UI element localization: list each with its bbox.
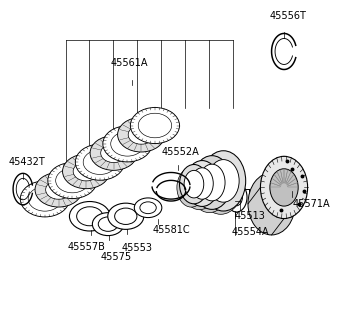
Text: 45553: 45553 <box>121 243 152 253</box>
Text: 45556T: 45556T <box>269 11 306 21</box>
Ellipse shape <box>140 202 156 214</box>
Ellipse shape <box>190 159 229 213</box>
Ellipse shape <box>248 173 295 235</box>
Text: 45513: 45513 <box>235 211 266 220</box>
Ellipse shape <box>45 180 71 199</box>
Text: 45552A: 45552A <box>161 147 199 157</box>
Ellipse shape <box>83 150 117 174</box>
Ellipse shape <box>198 154 243 214</box>
Ellipse shape <box>73 162 99 181</box>
Ellipse shape <box>77 207 103 226</box>
Ellipse shape <box>185 161 219 206</box>
Ellipse shape <box>183 164 216 210</box>
Ellipse shape <box>92 213 124 236</box>
Ellipse shape <box>208 160 239 202</box>
Ellipse shape <box>108 203 144 229</box>
Ellipse shape <box>138 113 172 138</box>
Ellipse shape <box>69 202 110 231</box>
Ellipse shape <box>111 132 144 156</box>
Ellipse shape <box>180 164 208 204</box>
Ellipse shape <box>115 208 137 224</box>
Ellipse shape <box>261 156 307 218</box>
Ellipse shape <box>177 168 206 207</box>
Ellipse shape <box>35 172 82 207</box>
Ellipse shape <box>192 156 232 209</box>
Ellipse shape <box>20 181 69 217</box>
Ellipse shape <box>56 168 89 193</box>
Ellipse shape <box>118 117 165 152</box>
Ellipse shape <box>201 151 246 211</box>
Ellipse shape <box>226 183 247 212</box>
Text: 45557B: 45557B <box>68 242 106 252</box>
Ellipse shape <box>191 168 213 199</box>
Text: 45575: 45575 <box>101 251 132 262</box>
Text: 45554A: 45554A <box>232 227 269 237</box>
Ellipse shape <box>270 169 298 206</box>
Ellipse shape <box>28 187 62 211</box>
Text: 45432T: 45432T <box>9 157 45 166</box>
Ellipse shape <box>48 163 97 199</box>
Ellipse shape <box>184 170 204 198</box>
Text: 45561A: 45561A <box>110 58 148 68</box>
Ellipse shape <box>128 125 154 144</box>
Ellipse shape <box>98 217 118 231</box>
Text: 45571A: 45571A <box>292 199 330 209</box>
Ellipse shape <box>103 126 152 162</box>
Ellipse shape <box>199 164 225 201</box>
Text: 45581C: 45581C <box>153 225 190 235</box>
Ellipse shape <box>130 108 180 143</box>
Ellipse shape <box>101 143 127 163</box>
Ellipse shape <box>134 198 162 217</box>
Ellipse shape <box>75 144 124 180</box>
Ellipse shape <box>63 154 110 189</box>
Ellipse shape <box>90 136 137 170</box>
Ellipse shape <box>231 189 242 206</box>
